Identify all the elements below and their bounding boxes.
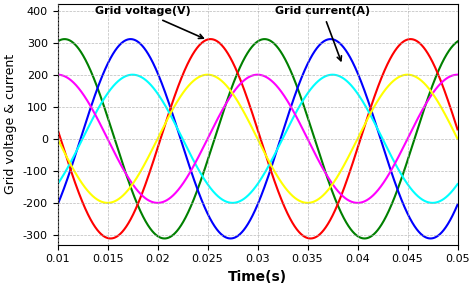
Text: Grid voltage(V): Grid voltage(V) <box>95 6 203 38</box>
Y-axis label: Grid voltage & current: Grid voltage & current <box>4 54 17 194</box>
Text: Grid current(A): Grid current(A) <box>275 6 370 61</box>
X-axis label: Time(s): Time(s) <box>228 270 287 284</box>
